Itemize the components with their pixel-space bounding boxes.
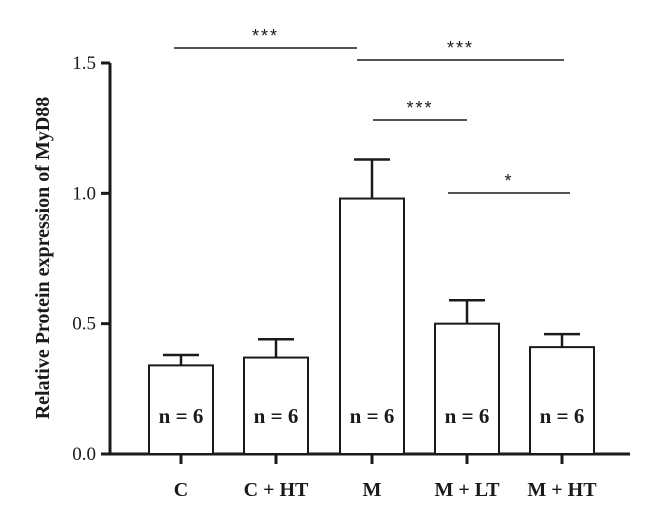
bar bbox=[434, 322, 500, 455]
y-tick-label: 0.0 bbox=[72, 444, 96, 465]
y-tick-label: 1.5 bbox=[72, 53, 96, 74]
bar bbox=[148, 364, 214, 455]
bar-n-label: n = 6 bbox=[350, 404, 395, 428]
x-tick-label: C bbox=[174, 479, 188, 501]
bar bbox=[339, 197, 405, 455]
significance-label: *** bbox=[447, 38, 474, 58]
y-axis-label: Relative Protein expression of MyD88 bbox=[32, 97, 54, 420]
bar bbox=[529, 346, 595, 456]
x-tick-label: M + HT bbox=[527, 479, 597, 501]
x-tick-label: M + LT bbox=[434, 479, 500, 501]
bars: n = 6 n = 6 n = 6 n = 6 n = 6 bbox=[148, 158, 595, 456]
significance-label: * bbox=[504, 171, 513, 191]
significance-label: *** bbox=[252, 26, 279, 46]
x-tick-label: C + HT bbox=[244, 479, 309, 501]
bar-n-label: n = 6 bbox=[540, 404, 585, 428]
significance-annotations: ********** bbox=[174, 26, 570, 194]
bar-n-label: n = 6 bbox=[254, 404, 299, 428]
x-tick-label: M bbox=[363, 479, 382, 501]
x-axis: C C + HT M M + LT M + HT bbox=[110, 452, 630, 501]
bar-n-label: n = 6 bbox=[159, 404, 204, 428]
y-axis: 0.0 0.5 1.0 1.5 bbox=[72, 53, 112, 465]
bar-n-label: n = 6 bbox=[445, 404, 490, 428]
bar bbox=[243, 356, 309, 456]
significance-label: *** bbox=[406, 98, 433, 118]
y-tick-label: 0.5 bbox=[72, 314, 96, 335]
y-tick-label: 1.0 bbox=[72, 183, 96, 204]
